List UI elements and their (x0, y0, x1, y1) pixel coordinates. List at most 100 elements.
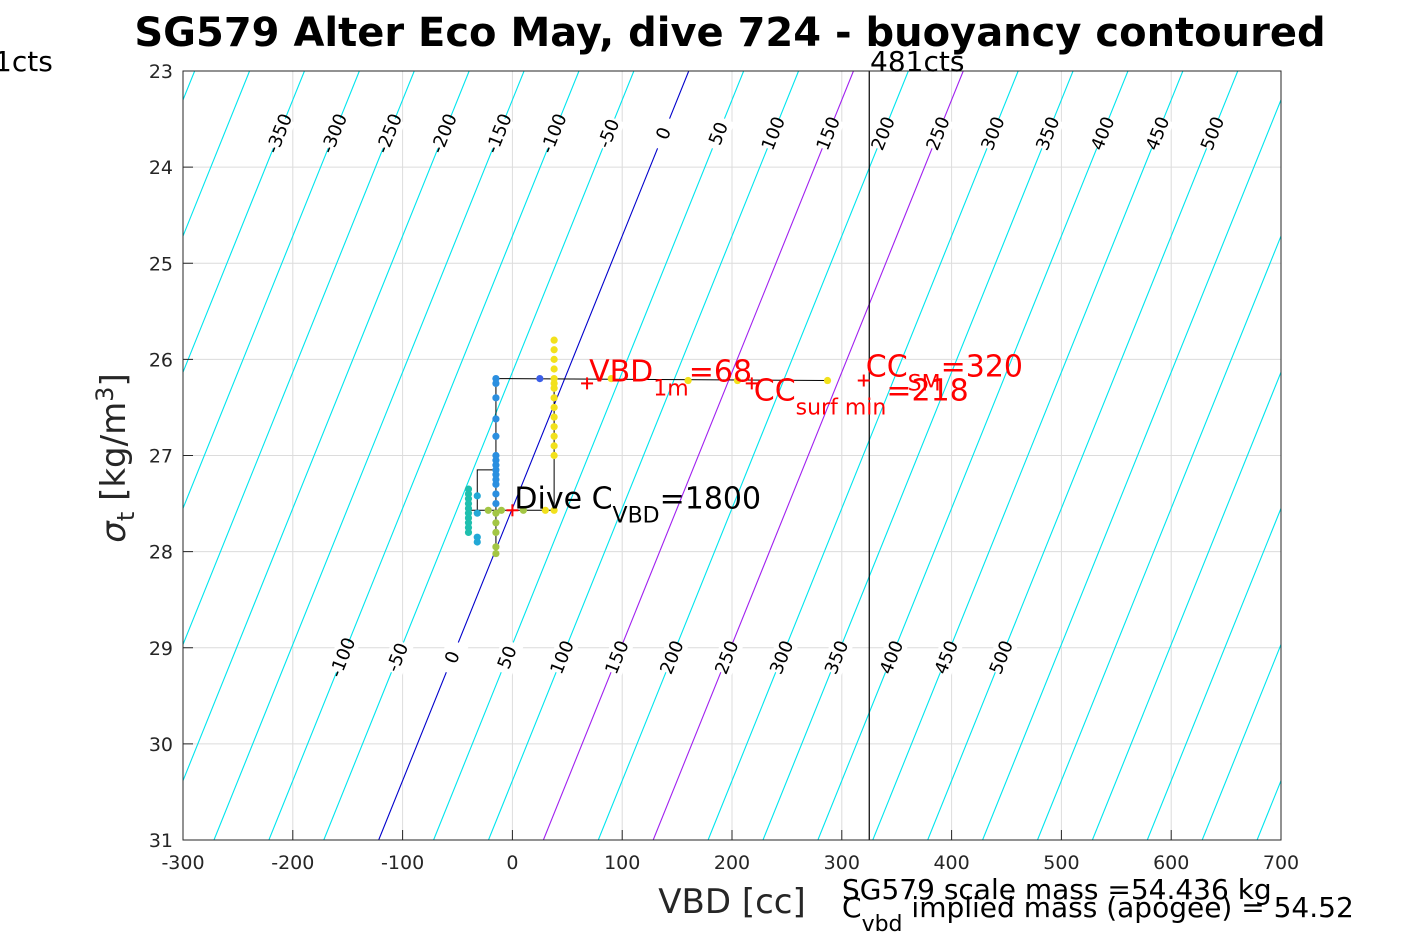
marker-label: CCsurf min=218 (754, 373, 969, 420)
contour-line (597, 71, 909, 840)
y-tick-label: 23 (149, 61, 173, 83)
contour-line (927, 71, 1239, 840)
vline-left-label: 1cts (0, 45, 53, 78)
y-axis-label-rest: [kg/m (94, 402, 134, 512)
contour-label-bg (436, 638, 469, 677)
contour-line (1312, 71, 1417, 840)
y-axis-label-base: σ (94, 520, 134, 543)
marker-label: Dive CVBD=1800 (514, 481, 761, 528)
contour-label-bg (545, 638, 579, 677)
contour-label-bg (1196, 114, 1229, 153)
contour-line (183, 71, 360, 510)
marker-label-value: =1800 (660, 481, 761, 516)
profile-point (492, 480, 500, 488)
profile-point (536, 375, 544, 383)
profile-point (492, 394, 500, 402)
contour-label-bg (921, 114, 955, 153)
profile-point (550, 423, 558, 431)
profile-point (492, 415, 500, 423)
profile-point (550, 413, 558, 421)
profile-point (492, 379, 500, 388)
implied-mass-label: C (842, 891, 862, 924)
profile-point (541, 506, 549, 514)
profile-point (684, 376, 692, 385)
vline-right-label: 481cts (870, 45, 964, 78)
contour-line (982, 98, 1281, 840)
contour-line (0, 71, 30, 840)
implied-mass-sub: vbd (862, 912, 903, 937)
contour-label-bg (600, 638, 634, 677)
contour-label-bg (317, 114, 351, 153)
contour-line (213, 71, 525, 840)
contour-label-bg (820, 638, 853, 677)
profile-point (473, 538, 481, 546)
marker-label-value: =68 (689, 354, 752, 389)
contour-label-bg (592, 114, 625, 153)
profile-point (492, 432, 500, 440)
y-tick-label: 25 (149, 253, 173, 275)
marker-label-main: VBD (589, 354, 653, 389)
contour-line (323, 71, 635, 840)
scale-mass-note: SG579 scale mass =54.436 kg (842, 873, 1272, 906)
contour-line (378, 71, 690, 840)
contour-line (1146, 506, 1281, 840)
profile-point (607, 375, 615, 383)
profile-point (492, 499, 500, 508)
marker-label: VBD1m=68 (589, 354, 752, 401)
x-tick-label: -100 (381, 852, 424, 874)
profile-point (550, 451, 558, 460)
contour-label-bg (1031, 114, 1065, 153)
contour-label-bg (710, 638, 744, 677)
profile-point (484, 506, 492, 514)
contour-label-bg (537, 114, 570, 153)
contour-line (542, 71, 854, 840)
profile-point (550, 394, 558, 402)
profile-point (464, 528, 473, 537)
marker-label-main: CC (754, 373, 796, 408)
profile-point (550, 442, 558, 450)
contour-line (433, 71, 745, 840)
x-tick-label: 100 (604, 852, 640, 874)
contour-label-bg (985, 638, 1018, 677)
contour-label-bg (427, 114, 461, 153)
y-axis-label: σt [kg/m3] (91, 373, 140, 542)
x-tick-label: 300 (824, 852, 860, 874)
implied-mass-note: Cvbd implied mass (apogee) = 54.52 (842, 891, 1354, 937)
x-tick-label: 0 (506, 852, 518, 874)
density-profile (464, 336, 832, 558)
profile-point (492, 509, 500, 517)
contour-line (762, 71, 1074, 840)
profile-point (550, 365, 558, 373)
profile-point (492, 528, 500, 537)
x-tick-label: 700 (1263, 852, 1299, 874)
x-tick-label: -200 (271, 852, 314, 874)
contour-line (183, 71, 305, 374)
profile-point (473, 492, 481, 500)
contour-line (652, 71, 964, 840)
profile-point (550, 432, 558, 440)
contour-label-bg (647, 114, 680, 153)
profile-point (550, 403, 558, 412)
y-tick-label: 29 (149, 638, 173, 660)
marker-label-main: Dive C (514, 481, 612, 516)
y-tick-label: 28 (149, 542, 173, 564)
contour-line (1201, 643, 1281, 840)
marker-label-value: =320 (941, 350, 1023, 385)
contour-line (183, 71, 470, 783)
contour-line (872, 71, 1184, 840)
profile-point (823, 376, 832, 385)
profile-point (550, 355, 558, 363)
profile-point (733, 376, 742, 385)
marker-label: CCSM=320 (866, 350, 1023, 397)
profile-point (550, 346, 558, 354)
contour-line (268, 71, 580, 840)
x-tick-label: -300 (161, 852, 204, 874)
axis-ticks: -300 -200 -100 0 100 200 300 400 500 600 700 23 24 25… (149, 61, 1299, 874)
contour-label-bg (491, 638, 524, 677)
contour-line (1091, 370, 1281, 840)
profile-point (550, 375, 558, 383)
contour-label-bg (372, 114, 406, 153)
y-tick-label: 26 (149, 349, 173, 371)
x-tick-label: 200 (714, 852, 750, 874)
